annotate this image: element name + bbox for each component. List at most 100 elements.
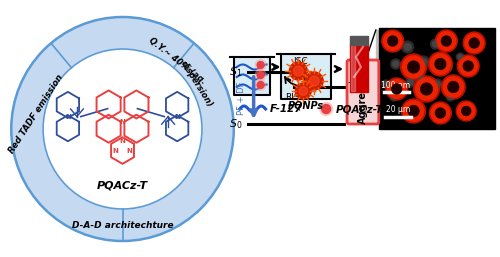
Text: N: N — [112, 148, 118, 153]
Circle shape — [448, 82, 458, 93]
Circle shape — [299, 87, 308, 95]
Circle shape — [12, 17, 234, 241]
Circle shape — [402, 56, 424, 78]
Circle shape — [446, 93, 454, 101]
Circle shape — [416, 78, 438, 100]
Circle shape — [257, 81, 264, 88]
Circle shape — [422, 91, 428, 97]
Circle shape — [453, 80, 458, 84]
Circle shape — [390, 93, 398, 101]
Circle shape — [458, 55, 479, 77]
Circle shape — [392, 95, 396, 99]
Circle shape — [294, 66, 304, 76]
Circle shape — [290, 62, 308, 80]
Circle shape — [392, 61, 398, 67]
Circle shape — [436, 108, 446, 118]
Circle shape — [306, 72, 323, 90]
Text: Red TADF emission: Red TADF emission — [7, 73, 65, 155]
Circle shape — [402, 41, 413, 53]
Circle shape — [430, 39, 440, 49]
Circle shape — [404, 101, 423, 121]
Text: $T_1$: $T_1$ — [347, 80, 360, 94]
Circle shape — [456, 53, 464, 61]
Circle shape — [384, 32, 402, 50]
Circle shape — [452, 78, 460, 86]
Circle shape — [406, 77, 415, 87]
Circle shape — [442, 36, 452, 46]
Text: N: N — [174, 114, 180, 120]
Circle shape — [322, 105, 330, 114]
Circle shape — [459, 57, 477, 75]
Circle shape — [255, 60, 266, 70]
FancyBboxPatch shape — [379, 28, 495, 129]
Text: $S_1$: $S_1$ — [230, 65, 242, 79]
Circle shape — [414, 76, 440, 102]
Circle shape — [408, 61, 420, 73]
Circle shape — [408, 106, 419, 116]
Text: dispersion): dispersion) — [179, 59, 215, 109]
Circle shape — [436, 30, 458, 52]
Text: PQACz-T: PQACz-T — [97, 180, 148, 190]
Circle shape — [420, 83, 432, 95]
Circle shape — [451, 38, 456, 42]
Text: PQACz-T: PQACz-T — [336, 104, 384, 114]
Circle shape — [430, 54, 450, 74]
Circle shape — [420, 58, 427, 66]
Circle shape — [296, 83, 312, 99]
Circle shape — [442, 75, 465, 99]
Circle shape — [437, 32, 456, 50]
Circle shape — [431, 104, 450, 122]
Circle shape — [428, 52, 452, 76]
Circle shape — [388, 36, 398, 46]
Text: $S_0$: $S_0$ — [230, 117, 242, 131]
Text: ISC: ISC — [293, 58, 308, 67]
Circle shape — [382, 80, 390, 88]
Circle shape — [382, 30, 404, 52]
Circle shape — [402, 99, 425, 123]
Circle shape — [430, 102, 452, 124]
Circle shape — [408, 79, 414, 85]
FancyBboxPatch shape — [235, 58, 268, 94]
Circle shape — [43, 49, 202, 209]
FancyBboxPatch shape — [282, 55, 330, 98]
FancyBboxPatch shape — [347, 60, 379, 124]
Circle shape — [434, 81, 440, 87]
Circle shape — [257, 71, 264, 78]
Circle shape — [255, 79, 266, 90]
Text: 100 nm: 100 nm — [381, 80, 410, 89]
Text: PF + DF: PF + DF — [236, 81, 246, 115]
Text: N: N — [120, 138, 126, 144]
Circle shape — [465, 34, 483, 52]
Text: F-127: F-127 — [270, 104, 302, 114]
FancyBboxPatch shape — [350, 44, 368, 92]
Circle shape — [464, 61, 473, 71]
Text: Aggregates: Aggregates — [358, 60, 368, 124]
Circle shape — [320, 103, 332, 115]
Circle shape — [443, 77, 464, 97]
Circle shape — [255, 69, 266, 80]
Circle shape — [386, 78, 407, 100]
Text: D-A-D architechture: D-A-D architechture — [72, 222, 174, 231]
Text: Q.Y.~ 40% (aq.: Q.Y.~ 40% (aq. — [147, 36, 208, 86]
Circle shape — [400, 54, 426, 80]
FancyBboxPatch shape — [376, 30, 463, 102]
Circle shape — [448, 95, 452, 99]
Circle shape — [420, 89, 430, 99]
Circle shape — [390, 59, 400, 69]
FancyBboxPatch shape — [351, 45, 355, 91]
FancyBboxPatch shape — [350, 36, 368, 45]
Text: 20 μm: 20 μm — [386, 105, 410, 114]
Text: N: N — [126, 148, 132, 153]
Text: RISC: RISC — [285, 93, 306, 102]
Circle shape — [444, 64, 450, 70]
Circle shape — [384, 82, 388, 86]
Circle shape — [450, 36, 458, 44]
Circle shape — [458, 54, 462, 59]
Circle shape — [418, 75, 423, 79]
Circle shape — [257, 61, 264, 69]
Circle shape — [470, 38, 479, 48]
Circle shape — [456, 101, 476, 121]
Text: PQNPs: PQNPs — [288, 100, 324, 110]
Circle shape — [458, 103, 474, 120]
Circle shape — [418, 56, 430, 68]
